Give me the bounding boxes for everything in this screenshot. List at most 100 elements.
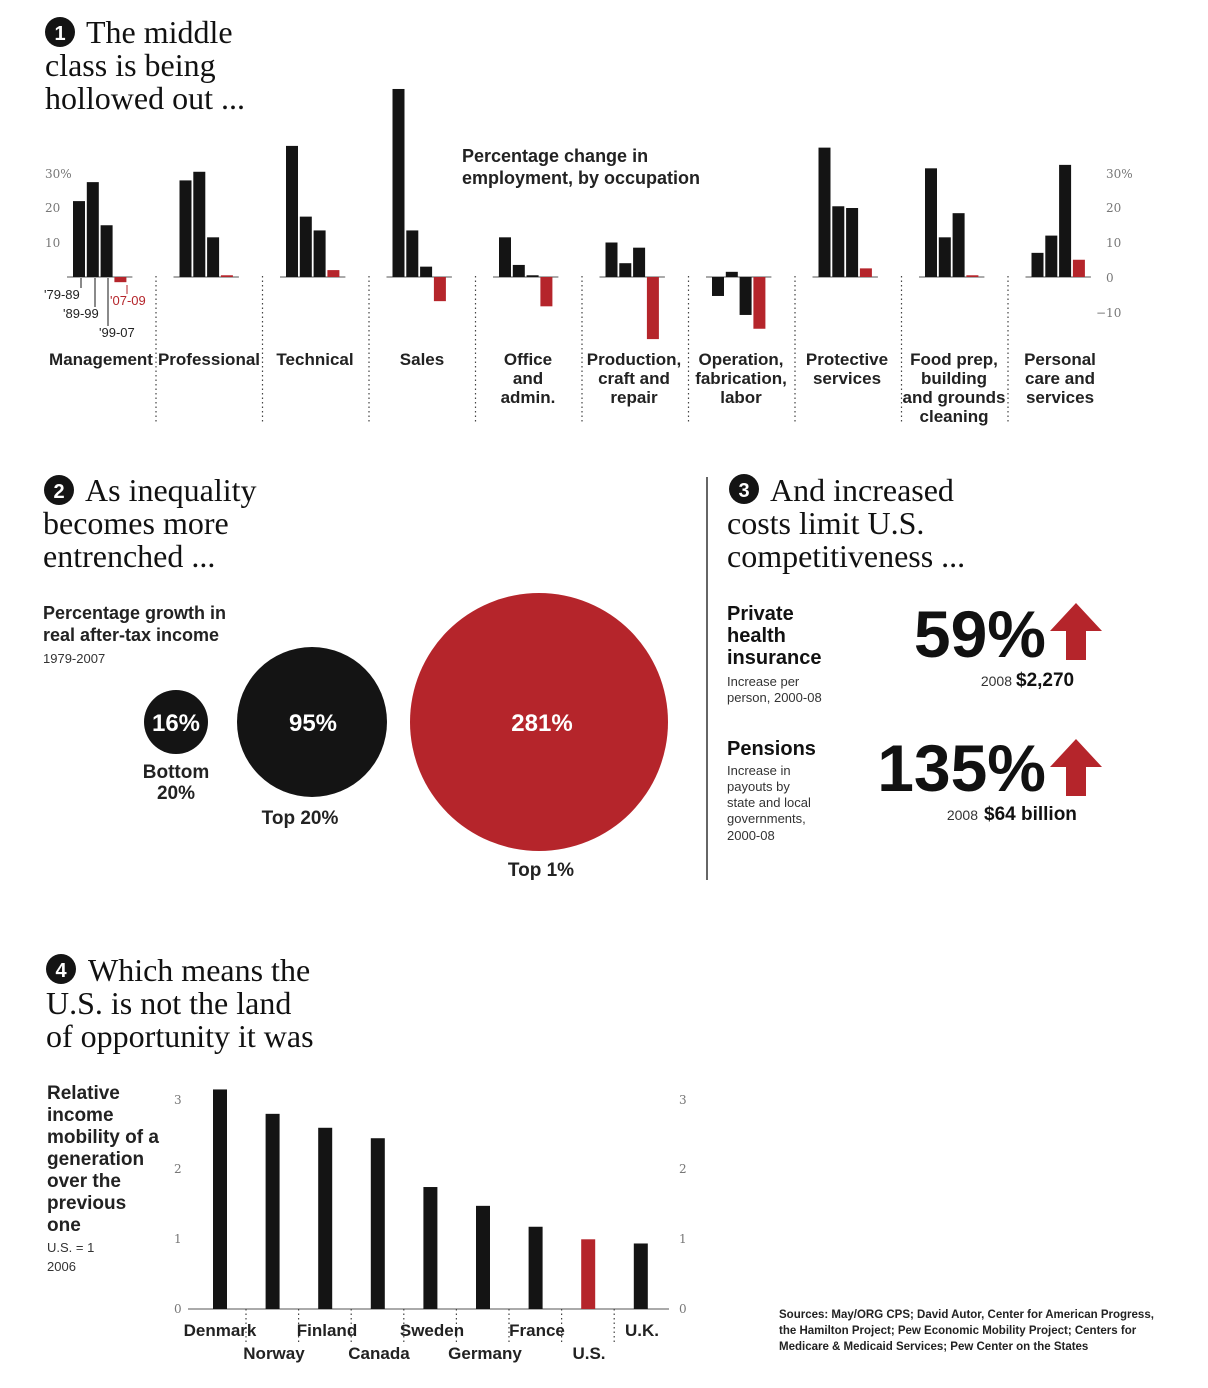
bar — [633, 247, 646, 277]
y-axis-label-line: one — [47, 1215, 81, 1236]
category-label: care and — [1025, 369, 1095, 388]
section-number: 1 — [54, 23, 65, 45]
period-label-red: '07-09 — [110, 293, 146, 308]
bar — [753, 277, 766, 329]
section-title-line: U.S. is not the land — [46, 985, 291, 1021]
bar — [179, 180, 192, 277]
chart-note-line: 2006 — [47, 1259, 76, 1274]
y-tick-label: 30% — [45, 167, 72, 181]
bar — [318, 1127, 333, 1309]
bubble-label: Top 20% — [262, 808, 339, 829]
category-label: building — [921, 369, 987, 388]
section-title-line: As inequality — [85, 472, 257, 508]
bar — [313, 230, 326, 277]
category-label: cleaning — [920, 407, 989, 426]
bar — [1031, 252, 1044, 277]
bar — [966, 275, 979, 277]
category-label: Protective — [806, 350, 888, 369]
category-label: labor — [720, 388, 762, 407]
section-title-line: And increased — [770, 472, 954, 508]
section-3-heading: 3 And increased costs limit U.S. competi… — [727, 472, 965, 574]
section-number-badge — [44, 475, 74, 505]
chart-title-line: employment, by occupation — [462, 168, 700, 188]
bar — [633, 1243, 648, 1309]
bar — [859, 268, 872, 277]
bar — [1045, 235, 1058, 277]
mobility-ylabel: Relative income mobility of a generation… — [47, 1083, 159, 1274]
category-label: craft and — [598, 369, 670, 388]
sources: Sources: May/ORG CPS; David Autor, Cente… — [779, 1309, 1154, 1353]
bar — [540, 277, 553, 307]
category-label: services — [1026, 388, 1094, 407]
stat-title-line: Pensions — [727, 738, 816, 760]
bubble-top-1 — [410, 593, 668, 851]
category-label: and — [513, 369, 543, 388]
bar — [86, 182, 99, 277]
country-dividers — [245, 1309, 615, 1344]
bar — [739, 277, 752, 315]
sources-line: Sources: May/ORG CPS; David Autor, Cente… — [779, 1309, 1154, 1321]
stat-title-line: insurance — [727, 647, 821, 669]
stat-note-line: 2000-08 — [727, 828, 775, 843]
country-label: Canada — [348, 1344, 410, 1363]
section-number: 3 — [738, 480, 749, 502]
bar — [725, 271, 738, 277]
country-label: Denmark — [184, 1321, 257, 1340]
stat-note-line: governments, — [727, 811, 806, 826]
section-2-heading: 2 As inequality becomes more entrenched … — [43, 472, 257, 574]
category-label: services — [813, 369, 881, 388]
mobility-left-axis: 0 1 2 3 — [174, 1093, 182, 1316]
y-tick-label: 30% — [1106, 167, 1133, 181]
bar — [938, 237, 951, 277]
category-label: Office — [504, 350, 552, 369]
bubble-value: 95% — [289, 710, 337, 737]
bar — [712, 277, 724, 296]
bar — [846, 208, 859, 277]
y-tick-label: 10 — [45, 236, 60, 250]
bar — [265, 1113, 280, 1309]
stat-big-number: 59% — [914, 597, 1046, 671]
y-tick-label: 0 — [174, 1302, 182, 1316]
bar — [423, 1187, 438, 1309]
stat-note-line: payouts by — [727, 779, 790, 794]
bar — [193, 171, 206, 277]
occupation-left-axis: 30% 20 10 — [45, 167, 72, 250]
country-label: Sweden — [400, 1321, 464, 1340]
period-legend: '79-89 '89-99 '99-07 '07-09 — [44, 278, 146, 340]
section-title-line: Which means the — [88, 952, 310, 988]
category-labels: Management Professional Technical Sales … — [49, 350, 1096, 426]
bar — [1059, 164, 1072, 277]
bar — [420, 266, 433, 277]
bar — [406, 230, 419, 277]
stat-title-line: health — [727, 625, 786, 647]
category-label: fabrication, — [695, 369, 787, 388]
occupation-right-axis: 30% 20 10 0 −10 — [1096, 167, 1133, 320]
section-number: 4 — [55, 960, 67, 982]
bar — [213, 1089, 227, 1309]
bubble-top-20 — [237, 647, 387, 797]
category-label: Production, — [587, 350, 681, 369]
y-tick-label: 20 — [1106, 201, 1121, 215]
stat-big-number: 135% — [877, 731, 1046, 805]
bar — [299, 216, 312, 277]
bar — [512, 264, 525, 277]
stat-title-line: Private — [727, 603, 794, 625]
sources-line: the Hamilton Project; Pew Economic Mobil… — [779, 1325, 1137, 1337]
bar — [605, 242, 618, 277]
mobility-bars — [213, 1089, 648, 1309]
chart-subtitle: 1979-2007 — [43, 651, 105, 666]
y-axis-label-line: income — [47, 1105, 114, 1126]
period-label: '79-89 — [44, 287, 80, 302]
bar — [646, 277, 659, 340]
y-axis-label-line: generation — [47, 1149, 144, 1170]
country-label: Finland — [297, 1321, 357, 1340]
section-title-line: class is being — [45, 47, 216, 83]
section-4-heading: 4 Which means the U.S. is not the land o… — [46, 952, 314, 1054]
bar — [499, 237, 511, 277]
bar — [370, 1138, 385, 1309]
y-tick-label: 0 — [679, 1302, 687, 1316]
bubble-bottom-20 — [144, 690, 208, 754]
country-label: Norway — [243, 1344, 305, 1363]
category-label: and grounds — [903, 388, 1006, 407]
